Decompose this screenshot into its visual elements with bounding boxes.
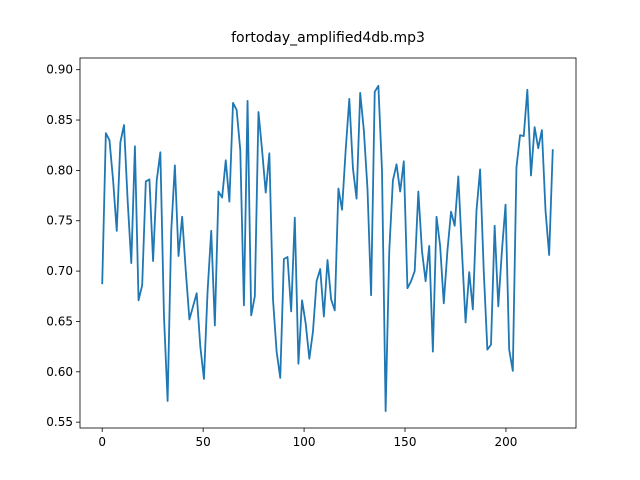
x-tick-label: 0 — [98, 435, 106, 449]
y-tick-label: 0.65 — [46, 314, 73, 328]
x-tick-label: 50 — [196, 435, 211, 449]
plot-frame — [79, 57, 577, 429]
x-tick-label: 150 — [394, 435, 417, 449]
y-tick-label: 0.75 — [46, 214, 73, 228]
y-tick-label: 0.90 — [46, 63, 73, 77]
y-tick-label: 0.55 — [46, 415, 73, 429]
y-tick-label: 0.60 — [46, 365, 73, 379]
chart-title: fortoday_amplified4db.mp3 — [231, 30, 425, 46]
y-tick-label: 0.70 — [46, 264, 73, 278]
y-tick-label: 0.85 — [46, 113, 73, 127]
x-tick-label: 100 — [293, 435, 316, 449]
data-line — [101, 84, 554, 412]
x-tick-label: 200 — [494, 435, 517, 449]
y-tick-label: 0.80 — [46, 163, 73, 177]
